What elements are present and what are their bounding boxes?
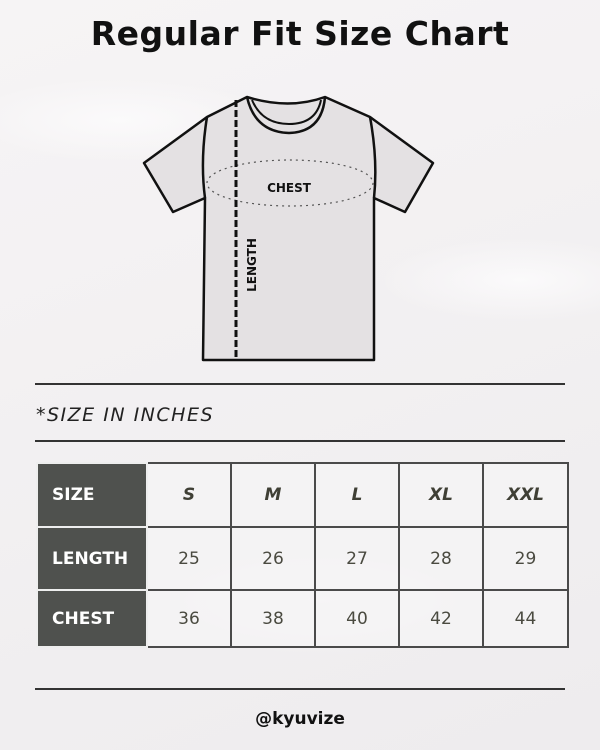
size-unit-note: *SIZE IN INCHES: [36, 404, 215, 426]
table-cell: 26: [230, 526, 316, 591]
table-cell: 40: [314, 589, 400, 648]
sleeve-seam-right: [368, 116, 377, 199]
table-cell: 29: [482, 526, 569, 591]
tshirt-diagram: CHEST LENGTH: [142, 95, 435, 362]
sleeve-seam-left: [201, 116, 209, 199]
table-cell: 42: [398, 589, 484, 648]
table-cell: 38: [230, 589, 316, 648]
table-cell: 44: [482, 589, 569, 648]
size-m: M: [230, 462, 316, 528]
table-cell: 36: [146, 589, 232, 648]
header-size: SIZE: [36, 462, 148, 528]
size-s: S: [146, 462, 232, 528]
size-xxl: XXL: [482, 462, 569, 528]
divider-bottom: [35, 688, 565, 690]
collar-inner: [251, 99, 322, 126]
chest-label: CHEST: [267, 181, 312, 195]
table-row-chest: CHEST 36 38 40 42 44: [36, 589, 569, 648]
tshirt-outline: [142, 95, 435, 362]
collar-outer: [245, 96, 327, 135]
chest-measure-line: [206, 159, 374, 207]
divider-middle: [35, 440, 565, 442]
page-title: Regular Fit Size Chart: [90, 14, 510, 53]
table-cell: 28: [398, 526, 484, 591]
length-label: LENGTH: [245, 238, 259, 292]
social-handle: @kyuvize: [255, 709, 345, 729]
divider-top: [35, 383, 565, 385]
size-table: SIZE S M L XL XXL LENGTH 25 26 27 28 29 …: [36, 462, 569, 648]
table-row-length: LENGTH 25 26 27 28 29: [36, 526, 569, 591]
size-l: L: [314, 462, 400, 528]
size-xl: XL: [398, 462, 484, 528]
table-cell: 27: [314, 526, 400, 591]
table-row-sizes: SIZE S M L XL XXL: [36, 462, 569, 528]
row-label-chest: CHEST: [36, 589, 148, 648]
row-label-length: LENGTH: [36, 526, 148, 591]
table-cell: 25: [146, 526, 232, 591]
